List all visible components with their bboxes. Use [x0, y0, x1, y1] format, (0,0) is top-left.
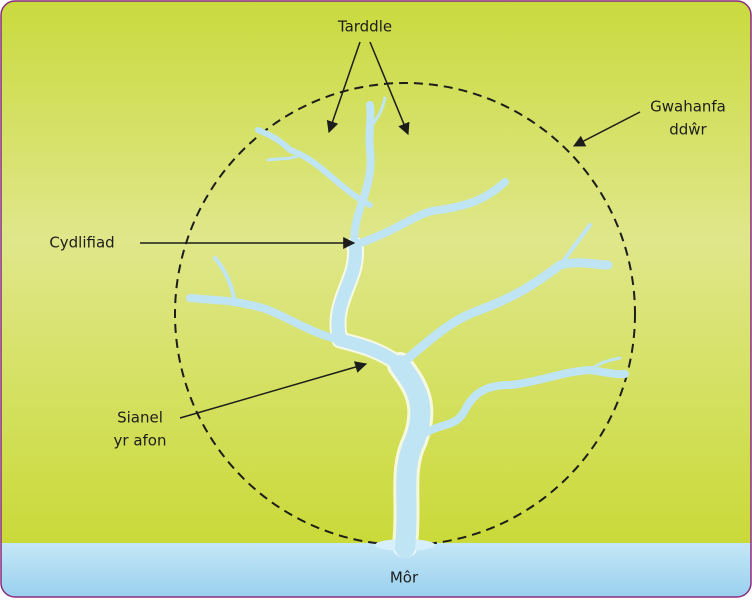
label-source: Tarddle — [337, 18, 392, 36]
label-channel: yr afon — [114, 432, 167, 450]
page: Tarddle Gwahanfa ddŵr Cydlifiad Sianel y… — [0, 0, 752, 598]
label-sea: Môr — [390, 569, 419, 587]
diagram: Tarddle Gwahanfa ddŵr Cydlifiad Sianel y… — [0, 0, 752, 598]
label-watershed: Gwahanfa — [650, 98, 726, 116]
label-watershed: ddŵr — [669, 121, 707, 139]
label-confluence: Cydlifiad — [49, 234, 114, 252]
background — [0, 0, 752, 598]
label-channel: Sianel — [117, 409, 163, 427]
